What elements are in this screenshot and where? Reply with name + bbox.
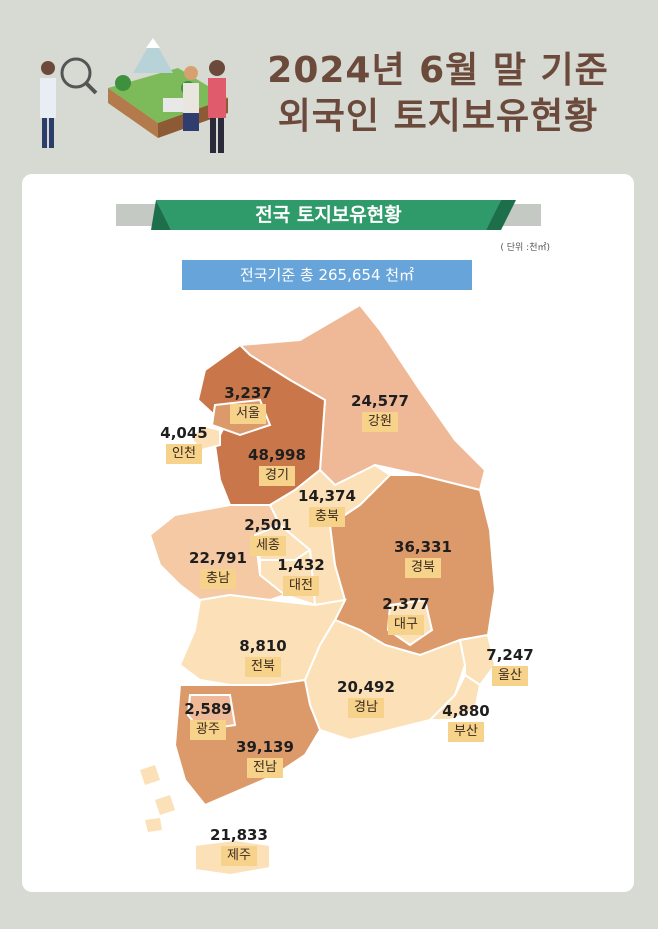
value-jeonbuk: 8,810: [239, 637, 287, 655]
land-survey-illustration: [40, 38, 228, 153]
name-gangwon: 강원: [362, 412, 398, 432]
region-islands: [140, 765, 160, 785]
value-gyeongnam: 20,492: [337, 678, 395, 696]
value-chungnam: 22,791: [189, 549, 247, 567]
name-sejong: 세종: [250, 536, 286, 556]
label-ulsan: 7,247 울산: [470, 646, 550, 686]
page-title-line1: 2024년 6월 말 기준: [267, 50, 609, 91]
section-banner: [116, 200, 541, 230]
value-gwangju: 2,589: [184, 700, 232, 718]
label-daejeon: 1,432 대전: [261, 556, 341, 596]
national-total: 전국기준 총 265,654 천㎡: [182, 260, 472, 290]
name-chungnam: 충남: [200, 569, 236, 589]
name-ulsan: 울산: [492, 666, 528, 686]
region-chungnam: [148, 504, 288, 602]
name-jeju: 제주: [221, 846, 257, 866]
name-gyeongbuk: 경북: [405, 558, 441, 578]
value-daegu: 2,377: [382, 595, 430, 613]
name-busan: 부산: [448, 722, 484, 742]
label-jeonnam: 39,139 전남: [225, 738, 305, 778]
value-ulsan: 7,247: [486, 646, 534, 664]
value-incheon: 4,045: [160, 424, 208, 442]
region-busan: [427, 673, 482, 721]
value-jeju: 21,833: [210, 826, 268, 844]
label-jeju: 21,833 제주: [199, 826, 279, 866]
label-gwangju: 2,589 광주: [168, 700, 248, 740]
label-busan: 4,880 부산: [426, 702, 506, 742]
label-gyeonggi: 48,998 경기: [237, 446, 317, 486]
name-daejeon: 대전: [283, 576, 319, 596]
name-gyeongnam: 경남: [348, 698, 384, 718]
name-daegu: 대구: [388, 615, 424, 635]
name-jeonnam: 전남: [247, 758, 283, 778]
name-seoul: 서울: [230, 404, 266, 424]
value-gyeonggi: 48,998: [248, 446, 306, 464]
page-title: 2024년 6월 말 기준 외국인 토지보유현황: [248, 48, 628, 140]
value-gyeongbuk: 36,331: [394, 538, 452, 556]
label-gyeongbuk: 36,331 경북: [383, 538, 463, 578]
value-sejong: 2,501: [244, 516, 292, 534]
label-chungbuk: 14,374 충북: [287, 487, 367, 527]
region-islands-3: [145, 818, 162, 832]
value-chungbuk: 14,374: [298, 487, 356, 505]
value-jeonnam: 39,139: [236, 738, 294, 756]
value-seoul: 3,237: [224, 384, 272, 402]
name-incheon: 인천: [166, 444, 202, 464]
name-gyeonggi: 경기: [259, 466, 295, 486]
name-gwangju: 광주: [190, 720, 226, 740]
value-busan: 4,880: [442, 702, 490, 720]
label-chungnam: 22,791 충남: [178, 549, 258, 589]
label-sejong: 2,501 세종: [228, 516, 308, 556]
region-incheon: [190, 423, 221, 452]
name-chungbuk: 충북: [309, 507, 345, 527]
label-gangwon: 24,577 강원: [340, 392, 420, 432]
label-gyeongnam: 20,492 경남: [326, 678, 406, 718]
name-jeonbuk: 전북: [245, 657, 281, 677]
value-daejeon: 1,432: [277, 556, 325, 574]
label-seoul: 3,237 서울: [208, 384, 288, 424]
region-islands-2: [155, 795, 175, 815]
page-title-line2: 외국인 토지보유현황: [277, 96, 599, 137]
label-jeonbuk: 8,810 전북: [223, 637, 303, 677]
section-title: 전국 토지보유현황: [255, 204, 402, 226]
unit-note: ( 단위 :천㎡): [500, 243, 550, 253]
value-gangwon: 24,577: [351, 392, 409, 410]
label-incheon: 4,045 인천: [144, 424, 224, 464]
label-daegu: 2,377 대구: [366, 595, 446, 635]
